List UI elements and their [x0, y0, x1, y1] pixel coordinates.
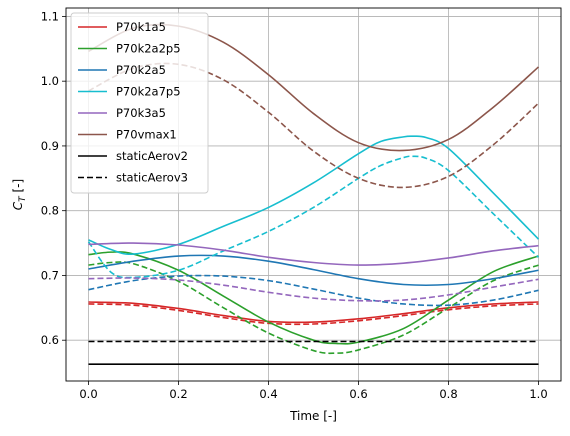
series-lines [87, 23, 540, 365]
series-line-p70k1a5-v3 [88, 303, 539, 326]
x-tick-label: 0.0 [79, 387, 97, 401]
legend-label: P70k2a5 [116, 63, 166, 77]
legend-label: P70vmax1 [116, 128, 177, 142]
y-tick-label: 0.7 [41, 268, 59, 282]
y-axis-label-main: C [11, 201, 25, 210]
y-tick-label: 1.1 [41, 9, 59, 23]
legend-label: P70k1a5 [116, 20, 166, 34]
y-axis-label-sub: T [18, 195, 28, 202]
x-axis-label: Time [-] [289, 409, 337, 423]
y-tick-label: 0.9 [41, 139, 59, 153]
y-tick-label: 0.6 [41, 333, 59, 347]
series-line-p70k2a5 [88, 254, 539, 287]
legend: P70k1a5 P70k2a2p5 P70k2a5 P70k2a7p5 P70k3a5 P… [70, 12, 209, 194]
series-line-p70k3a5-v3 [88, 277, 539, 302]
x-tick-label: 0.8 [439, 387, 457, 401]
series-line-p70k2a7p5 [88, 135, 540, 256]
x-tick-label: 1.0 [529, 387, 547, 401]
x-tick-label: 0.4 [259, 387, 277, 401]
legend-label: P70k2a7p5 [116, 85, 181, 99]
legend-label: P70k3a5 [116, 106, 166, 120]
plot-frame [65, 7, 562, 382]
y-tick-label: 1.0 [41, 74, 59, 88]
x-tick-label: 0.2 [169, 387, 187, 401]
legend-label: P70k2a2p5 [116, 42, 181, 56]
series-line-p70k2a5-v3 [88, 274, 539, 307]
legend-label: staticAerov2 [116, 149, 188, 163]
y-axis-label: CT [-] [11, 179, 28, 210]
series-line-p70k3a5 [88, 242, 539, 266]
x-tick-label: 0.6 [349, 387, 367, 401]
series-line-p70k1a5 [88, 301, 539, 324]
axis-ticks: 0.0 0.2 0.4 0.6 0.8 1.0 0.6 0.7 0.8 0.9 1.0 1.1 [41, 9, 548, 401]
legend-label: staticAerov3 [116, 171, 188, 185]
legend-box [70, 12, 209, 194]
y-tick-label: 0.8 [41, 204, 59, 218]
series-line-p70k2a2p5-v3 [88, 261, 539, 355]
y-axis-label-suffix: [-] [11, 179, 25, 197]
